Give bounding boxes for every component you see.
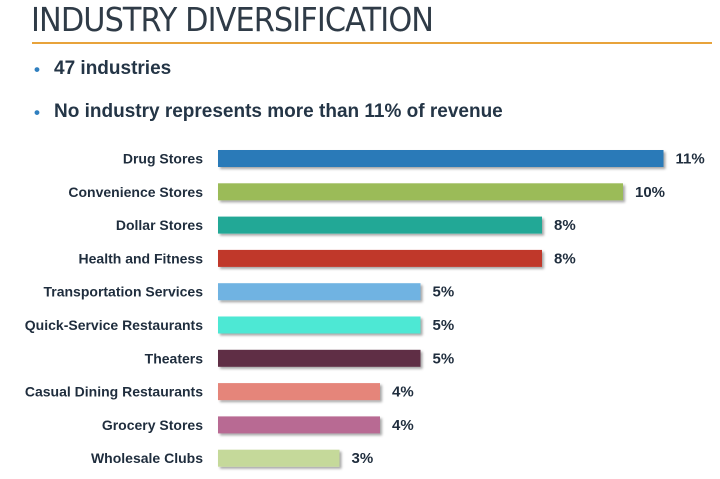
bullet-dot-icon: • [34,103,40,122]
category-label: Health and Fitness [79,250,204,266]
category-label: Dollar Stores [116,217,203,233]
value-label: 4% [392,417,414,434]
bar-theaters [218,349,421,367]
value-label: 8% [554,217,576,234]
bar-grocery-stores [218,416,380,434]
category-label: Casual Dining Restaurants [25,384,203,400]
bullet-list: • 47 industries • No industry represents… [34,58,503,144]
value-label: 8% [554,250,576,267]
value-label: 3% [352,450,374,467]
value-label: 4% [392,384,414,401]
bar-health-and-fitness [218,249,542,267]
bullet-item-industries: • 47 industries [34,58,503,101]
bar-dollar-stores [218,216,542,234]
bar-wholesale-clubs [218,449,340,467]
category-label: Wholesale Clubs [91,450,203,466]
page-title: INDUSTRY DIVERSIFICATION [31,0,434,39]
bar-drug-stores [218,150,664,167]
bullet-text: No industry represents more than 11% of … [54,101,503,122]
value-label: 10% [635,184,665,201]
bullet-text: 47 industries [54,58,172,79]
bar-casual-dining-restaurants [218,383,380,401]
category-label: Theaters [145,350,204,366]
bullet-dot-icon: • [34,60,40,79]
category-label: Quick-Service Restaurants [25,317,203,333]
bar-transportation-services [218,283,421,301]
title-underline [32,42,712,44]
value-label: 5% [433,317,455,334]
category-label: Transportation Services [43,284,203,300]
category-label: Convenience Stores [68,184,203,200]
bar-quick-service-restaurants [218,316,421,334]
category-label: Drug Stores [123,151,203,167]
value-label: 11% [676,151,705,168]
value-label: 5% [433,350,455,367]
bar-convenience-stores [218,183,623,201]
category-label: Grocery Stores [102,417,203,433]
value-label: 5% [433,284,455,301]
bullet-item-revenue: • No industry represents more than 11% o… [34,101,503,144]
